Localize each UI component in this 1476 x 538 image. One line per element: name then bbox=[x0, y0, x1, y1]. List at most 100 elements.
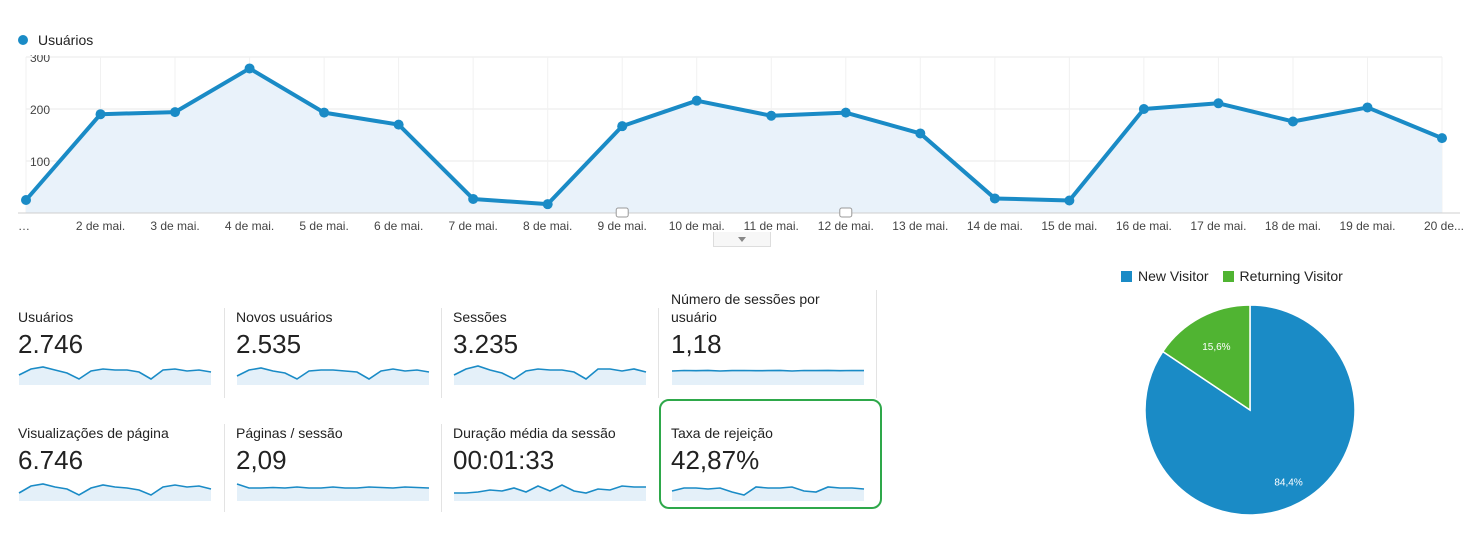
x-tick-label: 18 de mai. bbox=[1265, 219, 1321, 233]
data-point bbox=[1064, 195, 1075, 206]
metric-label: Páginas / sessão bbox=[236, 425, 343, 441]
data-point bbox=[21, 195, 31, 205]
divider bbox=[224, 424, 225, 512]
x-tick-label: 13 de mai. bbox=[892, 219, 948, 233]
metric-value: 3.235 bbox=[453, 329, 519, 359]
x-tick-label: 15 de mai. bbox=[1041, 219, 1097, 233]
metric-card[interactable]: Visualizações de página 6.746 bbox=[18, 424, 223, 501]
metric-sparkline bbox=[236, 483, 430, 501]
data-point bbox=[1362, 102, 1373, 113]
annotation-marker-icon[interactable] bbox=[615, 207, 629, 218]
metric-value: 6.746 bbox=[18, 445, 84, 475]
metric-label: Novos usuários bbox=[236, 309, 333, 325]
data-point bbox=[691, 95, 702, 106]
data-point bbox=[468, 193, 479, 204]
metric-card[interactable]: Páginas / sessão 2,09 bbox=[236, 424, 441, 501]
data-point bbox=[617, 121, 628, 132]
x-tick-label: 12 de mai. bbox=[818, 219, 874, 233]
divider bbox=[441, 308, 442, 398]
metric-card[interactable]: Duração média da sessão 00:01:33 bbox=[453, 424, 658, 501]
users-line-chart: 100 200 300 … 2 de mai. 3 de mai. 4 de mai. 5 d… bbox=[18, 55, 1464, 233]
x-tick-label: 2 de mai. bbox=[76, 219, 125, 233]
x-tick-label: 17 de mai. bbox=[1190, 219, 1246, 233]
metric-card[interactable]: Número de sessões por usuário 1,18 bbox=[671, 290, 876, 385]
data-point bbox=[319, 107, 330, 118]
chevron-down-icon bbox=[738, 236, 746, 242]
sparkline-line bbox=[236, 483, 430, 489]
data-point bbox=[393, 119, 404, 130]
sparkline-line bbox=[236, 367, 430, 380]
legend-label: Returning Visitor bbox=[1239, 268, 1343, 284]
chart-legend[interactable]: Usuários bbox=[18, 32, 93, 48]
divider bbox=[224, 308, 225, 398]
metric-label: Usuários bbox=[18, 309, 74, 325]
sparkline-area bbox=[19, 484, 211, 501]
visitor-type-pie-chart: 84,4% 15,6% bbox=[1144, 304, 1356, 516]
data-point bbox=[170, 107, 181, 118]
x-tick-label: 20 de... bbox=[1424, 219, 1464, 233]
x-tick-label: 4 de mai. bbox=[225, 219, 274, 233]
metric-value: 42,87% bbox=[671, 445, 760, 475]
bounce-rate-highlight bbox=[659, 399, 882, 509]
pie-slice-label: 84,4% bbox=[1274, 477, 1302, 488]
sparkline-area bbox=[672, 370, 864, 385]
metric-sparkline bbox=[453, 365, 647, 385]
data-point bbox=[840, 107, 851, 118]
legend-label: New Visitor bbox=[1138, 268, 1209, 284]
pie-slice-label: 15,6% bbox=[1202, 342, 1230, 353]
x-tick-label: 10 de mai. bbox=[669, 219, 725, 233]
series-area bbox=[26, 68, 1442, 213]
sparkline-line bbox=[671, 369, 865, 372]
legend-item-new-visitor[interactable]: New Visitor bbox=[1121, 268, 1209, 284]
x-tick-label: 16 de mai. bbox=[1116, 219, 1172, 233]
legend-swatch bbox=[1222, 270, 1234, 282]
x-tick-label: 7 de mai. bbox=[448, 219, 497, 233]
data-point bbox=[1437, 133, 1447, 144]
metric-label: Taxa de rejeição bbox=[671, 425, 773, 441]
legend-label: Usuários bbox=[38, 32, 94, 48]
x-tick-label: 14 de mai. bbox=[967, 219, 1023, 233]
y-tick-label: 300 bbox=[30, 55, 50, 65]
sparkline-area bbox=[454, 366, 646, 385]
x-tick-label: … bbox=[18, 219, 30, 233]
x-tick-label: 19 de mai. bbox=[1339, 219, 1395, 233]
chart-expand-toggle[interactable] bbox=[713, 232, 771, 247]
metric-sparkline bbox=[454, 484, 646, 501]
sparkline-line bbox=[454, 484, 646, 494]
series-color-dot bbox=[18, 35, 28, 45]
metric-card[interactable]: Sessões 3.235 bbox=[453, 308, 658, 385]
x-tick-label: 6 de mai. bbox=[374, 219, 423, 233]
data-point bbox=[244, 63, 255, 74]
sparkline-line bbox=[18, 483, 212, 496]
metric-card[interactable]: Taxa de rejeição 42,87% bbox=[671, 424, 876, 501]
metric-sparkline bbox=[671, 369, 865, 385]
data-point bbox=[915, 128, 926, 139]
metric-value: 2.746 bbox=[18, 329, 84, 359]
y-tick-label: 200 bbox=[30, 103, 50, 117]
data-point bbox=[989, 193, 1000, 204]
metric-label: Duração média da sessão bbox=[453, 425, 616, 441]
divider bbox=[441, 424, 442, 512]
x-tick-label: 5 de mai. bbox=[299, 219, 348, 233]
legend-item-returning-visitor[interactable]: Returning Visitor bbox=[1222, 268, 1343, 284]
metric-value: 1,18 bbox=[671, 329, 722, 359]
metric-value: 2,09 bbox=[236, 445, 287, 475]
pie-legend[interactable]: New Visitor Returning Visitor bbox=[1121, 268, 1343, 284]
metric-card[interactable]: Novos usuários 2.535 bbox=[236, 308, 441, 385]
metric-label: Sessões bbox=[453, 309, 507, 325]
data-point bbox=[95, 109, 106, 120]
sparkline-area bbox=[672, 487, 864, 501]
pie-slice-returning-visitor[interactable] bbox=[1161, 304, 1251, 412]
annotation-marker-icon[interactable] bbox=[839, 207, 853, 218]
data-point bbox=[1287, 116, 1298, 127]
metric-value: 2.535 bbox=[236, 329, 302, 359]
divider bbox=[876, 290, 877, 398]
legend-swatch bbox=[1121, 270, 1132, 282]
data-point bbox=[1213, 98, 1224, 109]
sparkline-line bbox=[453, 365, 647, 380]
x-tick-label: 3 de mai. bbox=[150, 219, 199, 233]
sparkline-line bbox=[671, 486, 865, 496]
metric-label: Número de sessões por usuário bbox=[671, 291, 820, 325]
series-line bbox=[24, 66, 1443, 207]
metric-card[interactable]: Usuários 2.746 bbox=[18, 308, 223, 385]
